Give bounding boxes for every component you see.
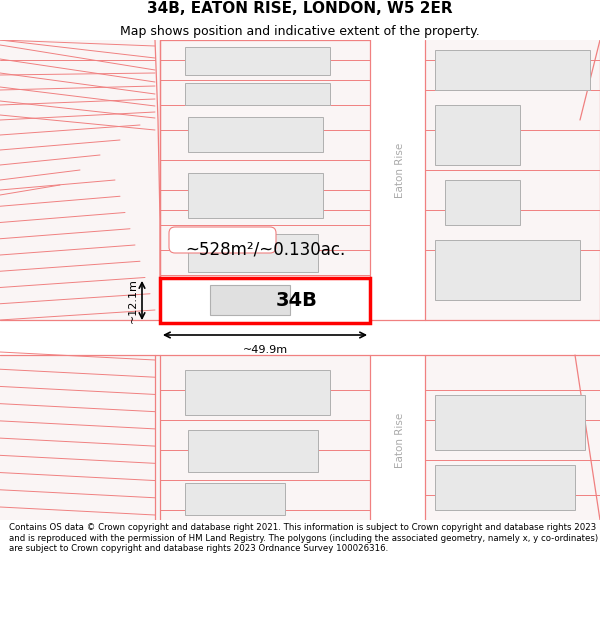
FancyBboxPatch shape (169, 227, 276, 253)
Bar (188, 173, 323, 218)
Bar (435, 395, 585, 450)
Text: ~12.1m: ~12.1m (128, 278, 138, 323)
Text: Eaton Rise: Eaton Rise (395, 412, 405, 468)
Text: Eaton Rise: Eaton Rise (395, 142, 405, 198)
Bar (185, 483, 285, 515)
Bar (188, 117, 323, 152)
Bar (435, 465, 575, 510)
Bar (185, 370, 330, 415)
Bar (445, 180, 520, 225)
Bar (160, 320, 420, 355)
Bar (0, 320, 600, 355)
Bar (160, 278, 370, 323)
Text: Map shows position and indicative extent of the property.: Map shows position and indicative extent… (120, 25, 480, 38)
Bar (185, 83, 330, 105)
Bar (435, 50, 590, 90)
Text: Contains OS data © Crown copyright and database right 2021. This information is : Contains OS data © Crown copyright and d… (9, 523, 598, 553)
Bar (188, 234, 318, 272)
Text: ~528m²/~0.130ac.: ~528m²/~0.130ac. (185, 241, 345, 259)
Text: 34B, EATON RISE, LONDON, W5 2ER: 34B, EATON RISE, LONDON, W5 2ER (147, 1, 453, 16)
Bar (370, 355, 425, 520)
Bar (370, 40, 425, 320)
Text: ~49.9m: ~49.9m (242, 345, 287, 355)
Bar (435, 105, 520, 165)
Bar (210, 285, 290, 315)
Bar (188, 430, 318, 472)
FancyBboxPatch shape (169, 282, 276, 308)
Text: 34B: 34B (275, 291, 317, 310)
Bar (185, 47, 330, 75)
Bar (435, 240, 580, 300)
